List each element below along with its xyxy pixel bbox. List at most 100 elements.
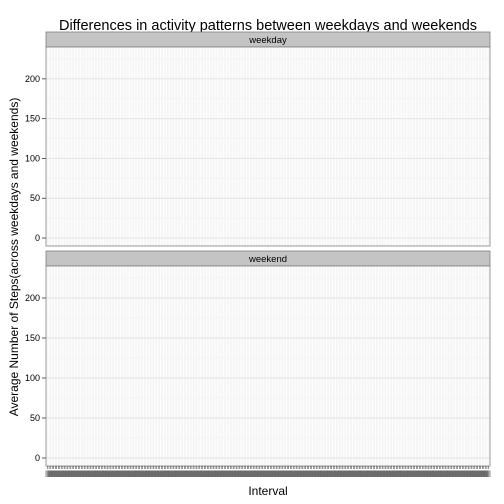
x-tick-label bbox=[261, 470, 267, 477]
x-tick-label bbox=[277, 470, 282, 477]
x-tick-label bbox=[197, 470, 203, 477]
x-tick-label bbox=[86, 470, 92, 477]
x-tick-label bbox=[472, 470, 478, 477]
panel-background-weekday bbox=[46, 47, 490, 246]
y-tick-label: 50 bbox=[30, 413, 40, 423]
x-tick-label bbox=[183, 470, 189, 477]
x-tick-label bbox=[295, 470, 301, 477]
x-tick-label bbox=[373, 470, 379, 477]
y-axis-title: Average Number of Steps(across weekdays … bbox=[7, 98, 21, 417]
x-tick-label bbox=[129, 470, 135, 477]
x-tick-label bbox=[286, 470, 292, 477]
x-tick-label bbox=[155, 470, 161, 477]
x-tick-label bbox=[194, 470, 199, 477]
x-tick-label bbox=[479, 470, 485, 477]
x-tick-label bbox=[469, 470, 474, 477]
x-tick-label bbox=[75, 470, 81, 477]
x-tick-label bbox=[298, 470, 304, 477]
x-tick-label bbox=[78, 470, 84, 477]
x-tick-label bbox=[243, 470, 249, 477]
y-tick-label: 200 bbox=[25, 293, 40, 303]
x-tick-label bbox=[396, 470, 402, 477]
x-tick-label bbox=[143, 470, 149, 477]
x-tick-label bbox=[360, 470, 365, 477]
x-tick-label bbox=[114, 470, 120, 477]
x-tick-label bbox=[278, 470, 284, 477]
x-tick-label bbox=[234, 470, 239, 477]
x-tick-label bbox=[65, 470, 70, 477]
x-tick-label bbox=[403, 470, 408, 477]
x-tick-label bbox=[453, 470, 459, 477]
x-tick-label bbox=[106, 470, 112, 477]
x-tick-label bbox=[317, 470, 322, 477]
x-tick-label bbox=[407, 470, 413, 477]
x-tick-label bbox=[384, 470, 390, 477]
x-tick-label bbox=[260, 470, 266, 477]
x-tick-label bbox=[289, 470, 295, 477]
x-tick-label bbox=[294, 470, 299, 477]
x-tick-label bbox=[226, 470, 232, 477]
x-tick-label bbox=[206, 470, 212, 477]
x-tick-label bbox=[353, 470, 359, 477]
x-tick-label bbox=[128, 470, 133, 477]
x-tick-label bbox=[287, 470, 293, 477]
x-tick-label bbox=[329, 470, 335, 477]
x-tick-label bbox=[367, 470, 373, 477]
x-tick-label bbox=[450, 470, 456, 477]
x-tick-label bbox=[390, 470, 396, 477]
x-tick-label bbox=[400, 470, 405, 477]
x-tick-label bbox=[60, 470, 66, 477]
x-tick-label bbox=[292, 470, 298, 477]
x-tick-label bbox=[333, 470, 339, 477]
x-tick-label bbox=[372, 470, 378, 477]
x-tick-label bbox=[364, 470, 370, 477]
x-tick-label bbox=[146, 470, 152, 477]
x-tick-label bbox=[263, 470, 269, 477]
x-tick-label bbox=[258, 470, 264, 477]
x-tick-label bbox=[69, 470, 75, 477]
x-tick-label bbox=[209, 470, 215, 477]
x-tick-label bbox=[467, 470, 473, 477]
x-tick-label bbox=[366, 470, 372, 477]
x-tick-label bbox=[169, 470, 175, 477]
x-tick-label bbox=[466, 470, 471, 477]
x-tick-label bbox=[63, 470, 69, 477]
x-tick-label bbox=[221, 470, 227, 477]
y-tick-label: 50 bbox=[30, 193, 40, 203]
x-tick-label bbox=[148, 470, 153, 477]
x-tick-label bbox=[85, 470, 90, 477]
x-tick-label bbox=[254, 470, 259, 477]
x-tick-label bbox=[301, 470, 307, 477]
x-tick-label bbox=[413, 470, 419, 477]
x-tick-label bbox=[154, 470, 160, 477]
x-tick-label bbox=[92, 470, 98, 477]
x-tick-label bbox=[195, 470, 201, 477]
x-tick-label bbox=[54, 470, 60, 477]
x-tick-label bbox=[157, 470, 163, 477]
x-tick-label bbox=[475, 470, 481, 477]
x-tick-label bbox=[164, 470, 170, 477]
x-tick-label bbox=[80, 470, 86, 477]
x-tick-label bbox=[312, 470, 318, 477]
x-tick-label bbox=[473, 470, 479, 477]
x-tick-label bbox=[459, 470, 465, 477]
x-tick-label bbox=[463, 470, 468, 477]
x-tick-label bbox=[144, 470, 150, 477]
x-tick-label bbox=[98, 470, 104, 477]
x-tick-label bbox=[446, 470, 451, 477]
x-tick-label bbox=[281, 470, 287, 477]
x-tick-label bbox=[283, 470, 289, 477]
x-tick-label bbox=[231, 470, 236, 477]
x-tick-label bbox=[436, 470, 442, 477]
x-tick-label bbox=[432, 470, 438, 477]
x-tick-label bbox=[443, 470, 448, 477]
facet-panels: weekday 0 50 100 150 200 weekend 0 50 100 150 200 bbox=[25, 31, 491, 477]
x-tick-label bbox=[387, 470, 393, 477]
x-tick-label bbox=[332, 470, 338, 477]
x-tick-label bbox=[456, 470, 462, 477]
x-tick-label bbox=[307, 470, 313, 477]
x-tick-label bbox=[424, 470, 430, 477]
y-tick-label: 150 bbox=[25, 114, 40, 124]
x-tick-label bbox=[211, 470, 216, 477]
